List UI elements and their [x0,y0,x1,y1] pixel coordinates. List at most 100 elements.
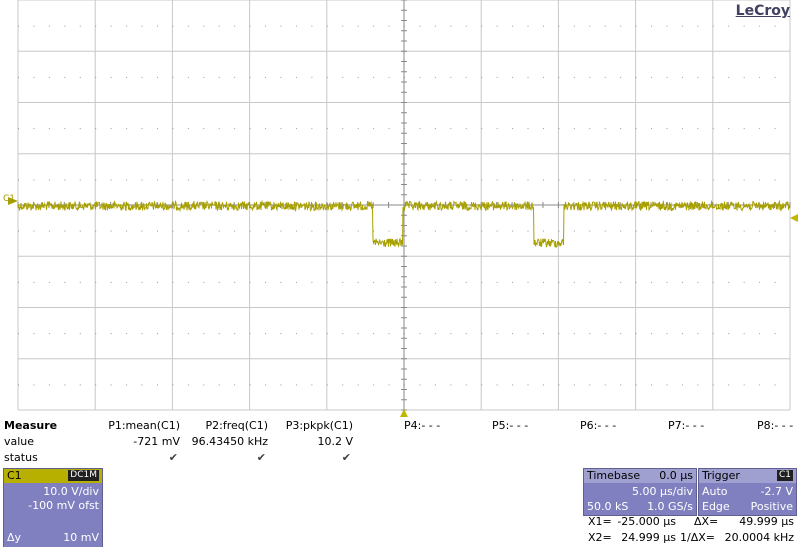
grid-dot [743,333,745,335]
grid-dot [527,128,529,130]
grid-dot [681,25,683,27]
grid-dot [481,384,483,386]
grid-dot [620,230,622,232]
grid-dot [249,230,251,232]
grid-dot [357,25,359,27]
grid-dot [434,230,436,232]
grid-dot [141,384,143,386]
grid-dot [280,25,282,27]
grid-dot [33,25,35,27]
grid-dot [558,230,560,232]
grid-dot [712,281,714,283]
grid-dot [604,25,606,27]
grid-dot [743,384,745,386]
grid-dot [558,333,560,335]
grid-dot [774,179,776,181]
grid-dot [187,128,189,130]
grid-dot [126,128,128,130]
grid-dot [465,384,467,386]
grid-dot [604,384,606,386]
grid-dot [697,333,699,335]
grid-dot [620,25,622,27]
grid-dot [759,25,761,27]
grid-dot [604,333,606,335]
channel-name: C1 [7,469,22,482]
level-marker [790,214,798,222]
grid-dot [496,281,498,283]
grid-dot [295,333,297,335]
grid-dot [156,25,158,27]
grid-dot [126,76,128,78]
param-value: -721 mV [133,435,180,448]
grid-dot [604,230,606,232]
grid-dot [326,76,328,78]
grid-dot [743,179,745,181]
grid-dot [728,25,730,27]
ground-marker [8,197,18,205]
grid-dot [249,76,251,78]
grid-dot [203,333,205,335]
grid-dot [126,179,128,181]
grid-dot [419,384,421,386]
grid-dot [126,25,128,27]
grid-dot [527,333,529,335]
grid-dot [126,333,128,335]
dx: 49.999 µs [739,515,794,528]
grid-dot [512,384,514,386]
grid-dot [589,128,591,130]
dy-label: Δy [7,531,22,544]
param-name: P5:- - - [492,419,529,432]
grid-dot [434,333,436,335]
trace [17,199,791,248]
grid-dot [203,230,205,232]
grid-dot [311,384,313,386]
grid-dot [635,25,637,27]
grid-dot [18,281,19,283]
trigger-marker [400,409,408,417]
grid-dot [697,230,699,232]
grid-dot [589,281,591,283]
grid-dot [295,179,297,181]
dy: 10 mV [63,531,99,544]
grid-dot [373,76,375,78]
grid-dot [234,384,236,386]
grid-dot [419,281,421,283]
grid-dot [712,333,714,335]
grid-dot [357,76,359,78]
grid-dot [712,25,714,27]
grid-dot [187,76,189,78]
grid-dot [357,333,359,335]
grid-dot [512,230,514,232]
grid-dot [326,25,328,27]
grid-dot [79,128,81,130]
grid-dot [280,333,282,335]
grid-dot [218,179,220,181]
grid-dot [234,128,236,130]
grid-dot [48,128,50,130]
grid-dot [681,281,683,283]
grid-dot [265,281,267,283]
grid-dot [218,384,220,386]
grid-dot [743,25,745,27]
grid-dot [33,179,35,181]
grid-dot [681,333,683,335]
grid-dot [48,76,50,78]
grid-dot [666,384,668,386]
grid-dot [728,230,730,232]
trigger-box: Trigger C1 Auto -2.7 V Edge Positive [698,468,797,516]
grid-dot [342,25,344,27]
grid-dot [141,25,143,27]
grid-dot [542,25,544,27]
grid-dot [712,384,714,386]
timebase-header [584,469,696,483]
grid-dot [172,128,174,130]
grid-dot [712,179,714,181]
tdiv: 5.00 µs/div [632,485,693,498]
channel-box: C1 DC1M 10.0 V/div -100 mV ofst Δy 10 mV [3,468,103,547]
grid-dot [558,384,560,386]
trigger-title: Trigger [702,469,740,482]
grid-dot [126,281,128,283]
grid-dot [249,179,251,181]
grid-dot [527,25,529,27]
grid-dot [620,76,622,78]
